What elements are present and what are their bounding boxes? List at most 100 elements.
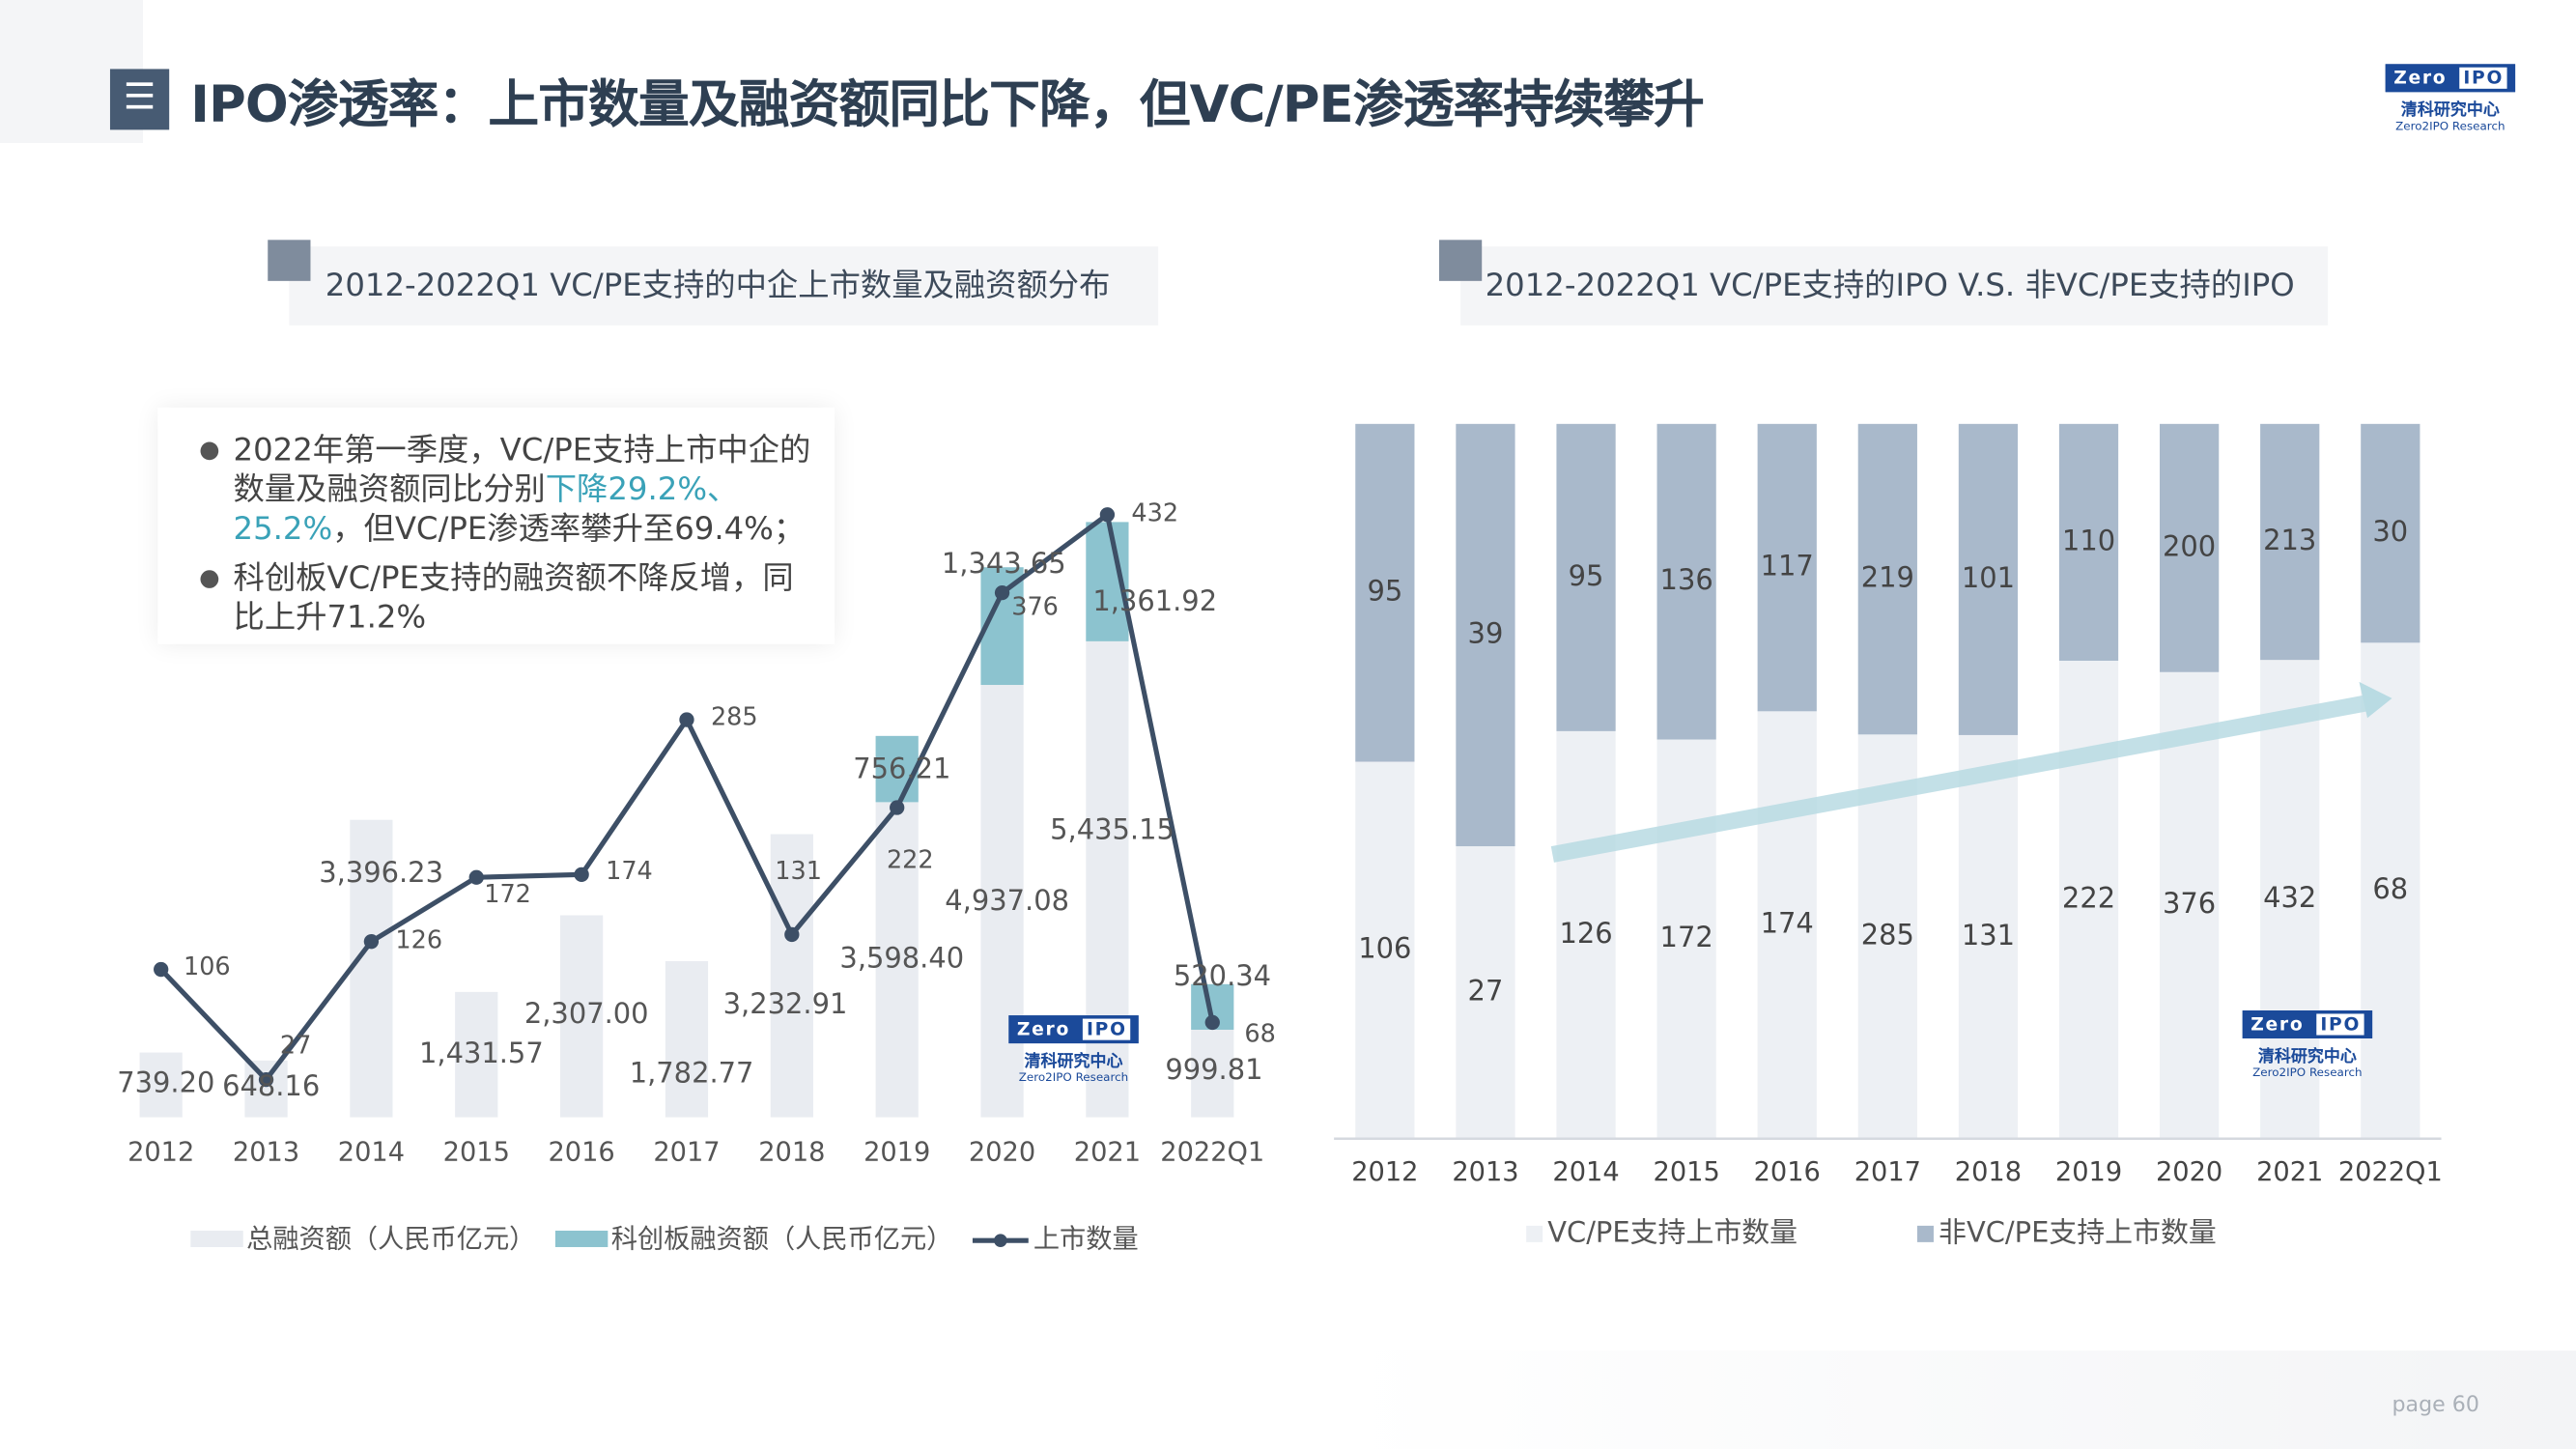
- x-tick-label: 2013: [233, 1138, 299, 1168]
- total-label: 1,431.57: [419, 1037, 544, 1069]
- non-vcpe-label: 95: [1569, 559, 1604, 592]
- x-tick-label: 2015: [443, 1138, 510, 1168]
- non-vcpe-bar: [2260, 423, 2320, 661]
- x-tick-label: 2013: [1452, 1157, 1518, 1187]
- non-vcpe-label: 30: [2372, 515, 2408, 548]
- legend-label: 科创板融资额（人民币亿元）: [611, 1225, 953, 1255]
- x-tick-label: 2021: [2256, 1157, 2323, 1187]
- star-label: 756.21: [853, 753, 950, 785]
- watermark-logo: Zero IPO 清科研究中心 Zero2IPO Research: [2242, 1006, 2372, 1079]
- count-label: 172: [484, 880, 531, 909]
- legend-swatch-non-vcpe: [1916, 1225, 1934, 1242]
- star-label: 520.34: [1174, 959, 1271, 992]
- count-label: 68: [1244, 1020, 1275, 1049]
- total-bar: [560, 915, 604, 1118]
- vcpe-label: 172: [1660, 921, 1713, 953]
- count-label: 106: [184, 952, 231, 981]
- count-point: [154, 961, 169, 978]
- total-label: 999.81: [1165, 1053, 1262, 1086]
- vcpe-label: 376: [2163, 887, 2216, 920]
- total-label: 4,937.08: [945, 884, 1069, 917]
- non-vcpe-label: 110: [2062, 524, 2115, 556]
- x-tick-label: 2012: [127, 1138, 194, 1168]
- star-label: 1,343.65: [942, 547, 1066, 580]
- non-vcpe-bar: [1456, 423, 1515, 847]
- vcpe-label: 131: [1962, 919, 2015, 952]
- legend-label: 非VC/PE支持上市数量: [1939, 1215, 2217, 1248]
- total-label: 2,307.00: [524, 997, 649, 1030]
- non-vcpe-label: 117: [1761, 550, 1814, 582]
- vcpe-bar: [2058, 660, 2119, 1139]
- right-subtitle-box: 2012-2022Q1 VC/PE支持的IPO V.S. 非VC/PE支持的IP…: [1460, 246, 2329, 326]
- legend-label: VC/PE支持上市数量: [1547, 1215, 1798, 1248]
- non-vcpe-label: 136: [1660, 563, 1713, 596]
- x-tick-label: 2020: [969, 1138, 1035, 1168]
- total-bar: [980, 685, 1024, 1118]
- total-label: 5,435.15: [1050, 813, 1175, 846]
- vcpe-bar: [2260, 660, 2320, 1139]
- vcpe-label: 174: [1761, 907, 1814, 940]
- note-bullet: 科创板VC/PE支持的融资额不降反增，同比上升71.2%: [197, 558, 818, 638]
- non-vcpe-label: 219: [1861, 561, 1914, 594]
- highlight-text: 下降29.2%、25.2%: [233, 471, 739, 548]
- non-vcpe-label: 213: [2263, 524, 2316, 556]
- left-subtitle: 2012-2022Q1 VC/PE支持的中企上市数量及融资额分布: [325, 268, 1111, 304]
- total-label: 3,232.91: [723, 987, 848, 1020]
- x-tick-label: 2019: [863, 1138, 930, 1168]
- non-vcpe-bar: [1355, 423, 1415, 762]
- trend-arrow-head: [2359, 681, 2392, 719]
- count-point: [994, 584, 1010, 601]
- trend-arrow: [1550, 695, 2367, 863]
- count-point: [363, 934, 380, 950]
- vcpe-label: 106: [1358, 932, 1411, 965]
- list-icon: ☰: [109, 69, 170, 130]
- page-number: page 60: [2392, 1393, 2479, 1418]
- vcpe-label: 68: [2372, 872, 2408, 905]
- vcpe-bar: [2361, 642, 2420, 1139]
- x-tick-label: 2018: [758, 1138, 825, 1168]
- x-tick-label: 2012: [1351, 1157, 1418, 1187]
- legend-swatch-total: [190, 1230, 243, 1247]
- x-tick-label: 2014: [338, 1138, 405, 1168]
- vcpe-bar: [1958, 734, 2019, 1139]
- page-title: IPO渗透率：上市数量及融资额同比下降，但VC/PE渗透率持续攀升: [190, 75, 1705, 135]
- total-bar: [875, 802, 919, 1118]
- vcpe-bar: [1556, 730, 1616, 1139]
- total-label: 1,782.77: [630, 1056, 754, 1089]
- count-point: [258, 1071, 274, 1088]
- non-vcpe-label: 39: [1468, 616, 1504, 649]
- footer-band: [1346, 1350, 2576, 1449]
- subtitle-marker: [268, 240, 311, 281]
- total-bar: [139, 1052, 183, 1118]
- total-label: 3,598.40: [839, 941, 964, 974]
- non-vcpe-bar: [2058, 423, 2119, 661]
- subtitle-marker: [1438, 240, 1483, 281]
- note-bullet: 2022年第一季度，VC/PE支持上市中企的数量及融资额同比分别下降29.2%、…: [197, 431, 818, 549]
- non-vcpe-bar: [2361, 423, 2420, 643]
- non-vcpe-bar: [1656, 423, 1716, 740]
- vcpe-bar: [1757, 711, 1817, 1139]
- count-label: 174: [606, 857, 653, 886]
- legend-label: 上市数量: [1033, 1225, 1139, 1255]
- non-vcpe-bar: [2160, 423, 2220, 672]
- non-vcpe-label: 101: [1962, 561, 2015, 594]
- watermark-logo: Zero IPO 清科研究中心 Zero2IPO Research: [1008, 1010, 1139, 1085]
- x-tick-label: 2016: [549, 1138, 615, 1168]
- x-tick-label: 2022Q1: [1160, 1138, 1264, 1168]
- count-point: [784, 926, 800, 943]
- non-vcpe-label: 200: [2163, 529, 2216, 562]
- x-tick-label: 2020: [2156, 1157, 2222, 1187]
- vcpe-label: 126: [1559, 917, 1612, 950]
- x-tick-label: 2017: [653, 1138, 720, 1168]
- legend-swatch-star: [554, 1230, 609, 1247]
- count-label: 222: [887, 845, 934, 874]
- zero2ipo-logo: Zero IPO 清科研究中心 Zero2IPO Research: [2385, 59, 2515, 133]
- x-tick-label: 2019: [2055, 1157, 2122, 1187]
- count-label: 131: [775, 857, 822, 886]
- vcpe-label: 285: [1861, 919, 1914, 952]
- total-bar: [665, 960, 709, 1118]
- x-tick-label: 2018: [1955, 1157, 2022, 1187]
- total-bar: [244, 1060, 288, 1118]
- count-point: [890, 800, 905, 815]
